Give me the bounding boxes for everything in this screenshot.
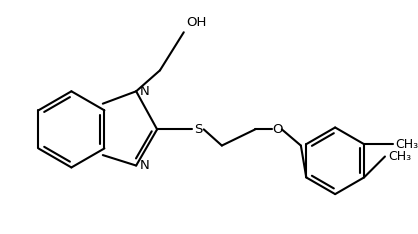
Text: CH₃: CH₃ <box>388 150 411 163</box>
Text: CH₃: CH₃ <box>395 138 418 151</box>
Text: N: N <box>140 85 150 98</box>
Text: OH: OH <box>186 16 207 29</box>
Text: O: O <box>272 123 282 136</box>
Text: N: N <box>140 159 150 172</box>
Text: S: S <box>194 123 202 136</box>
